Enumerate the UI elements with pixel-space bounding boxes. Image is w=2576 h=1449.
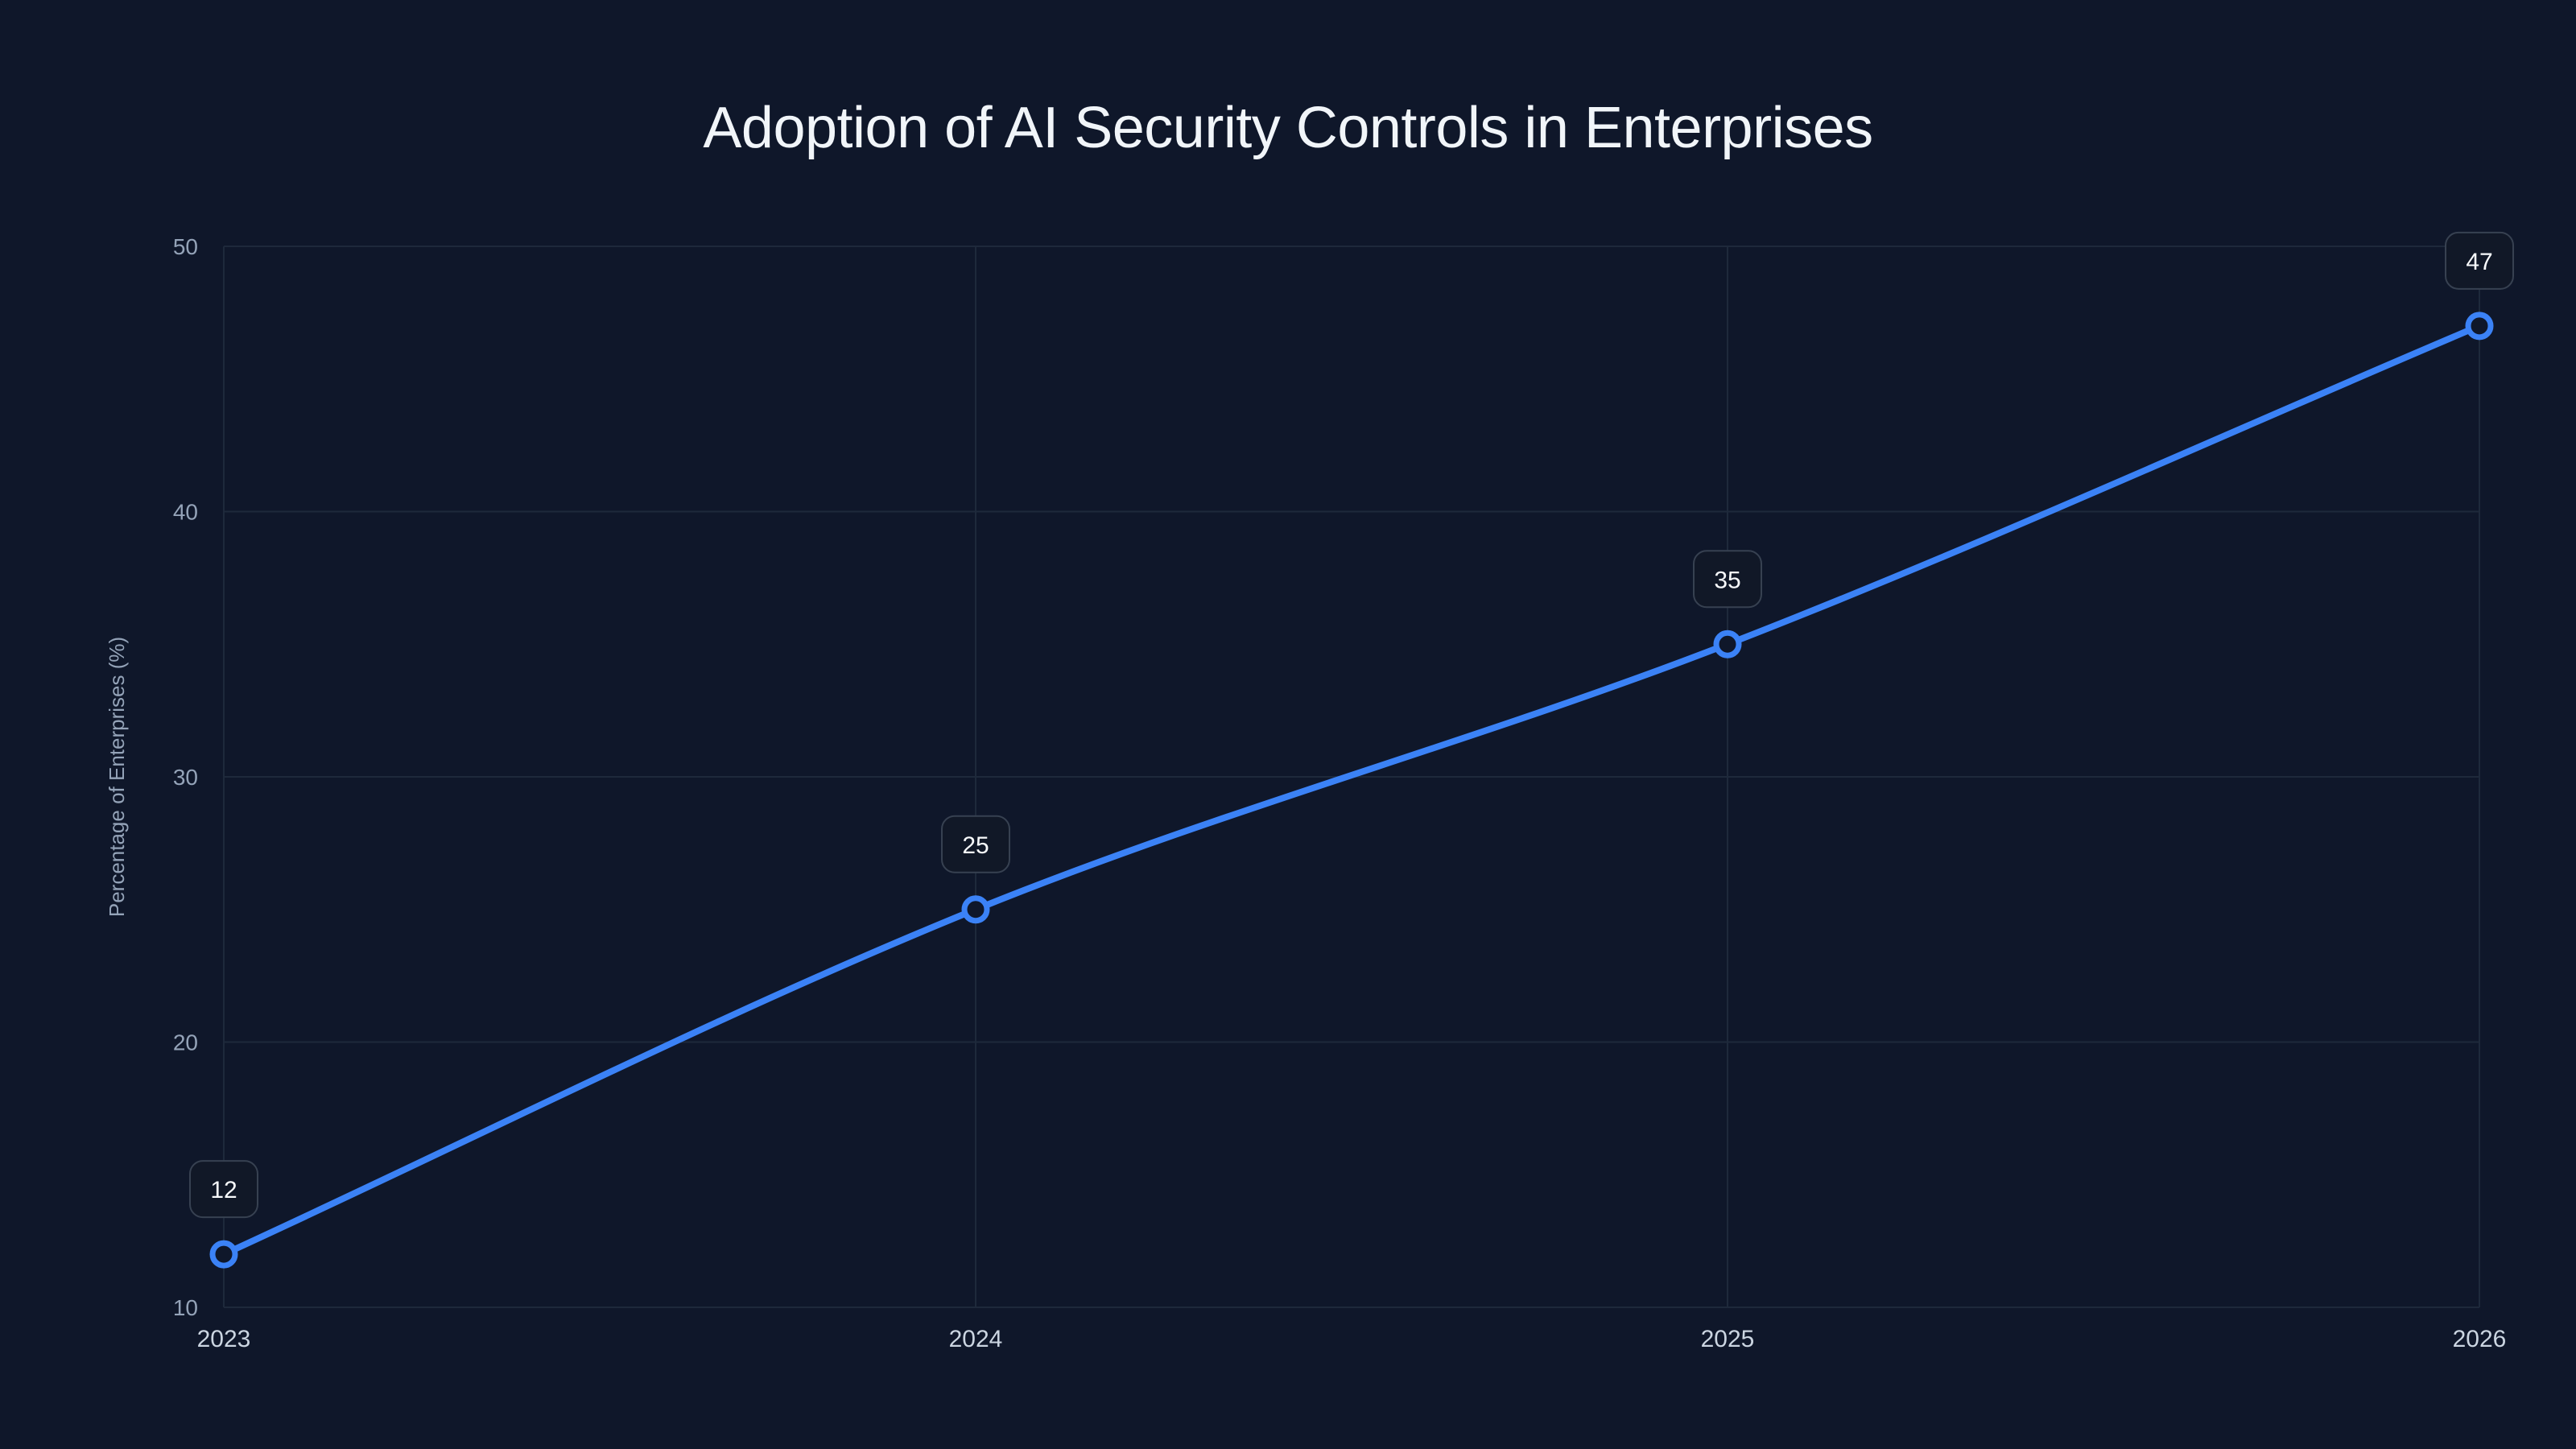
svg-text:12: 12 [210,1177,237,1203]
data-point-marker[interactable] [209,1240,238,1269]
data-point-marker[interactable] [2465,312,2494,341]
data-label: 47 [2445,231,2514,290]
data-label: 12 [189,1160,258,1219]
x-tick-label: 2026 [2453,1326,2507,1352]
data-label: 35 [1693,550,1762,609]
data-point-marker[interactable] [961,895,990,924]
y-tick-label: 50 [173,234,198,259]
series-line [221,322,2483,1258]
x-tick-label: 2025 [1701,1326,1755,1352]
y-tick-label: 20 [173,1030,198,1055]
chart-title: Adoption of AI Security Controls in Ente… [703,96,1873,160]
svg-text:35: 35 [1714,567,1740,593]
svg-text:47: 47 [2466,249,2492,275]
y-tick-label: 30 [173,765,198,790]
data-label: 25 [941,815,1010,873]
y-tick-label: 40 [173,500,198,525]
data-point-marker[interactable] [1713,630,1742,658]
x-tick-label: 2023 [197,1326,251,1352]
svg-text:25: 25 [962,832,989,859]
x-tick-label: 2024 [949,1326,1003,1352]
y-axis-label: Percentage of Enterprises (%) [105,637,129,917]
y-tick-label: 10 [173,1295,198,1320]
